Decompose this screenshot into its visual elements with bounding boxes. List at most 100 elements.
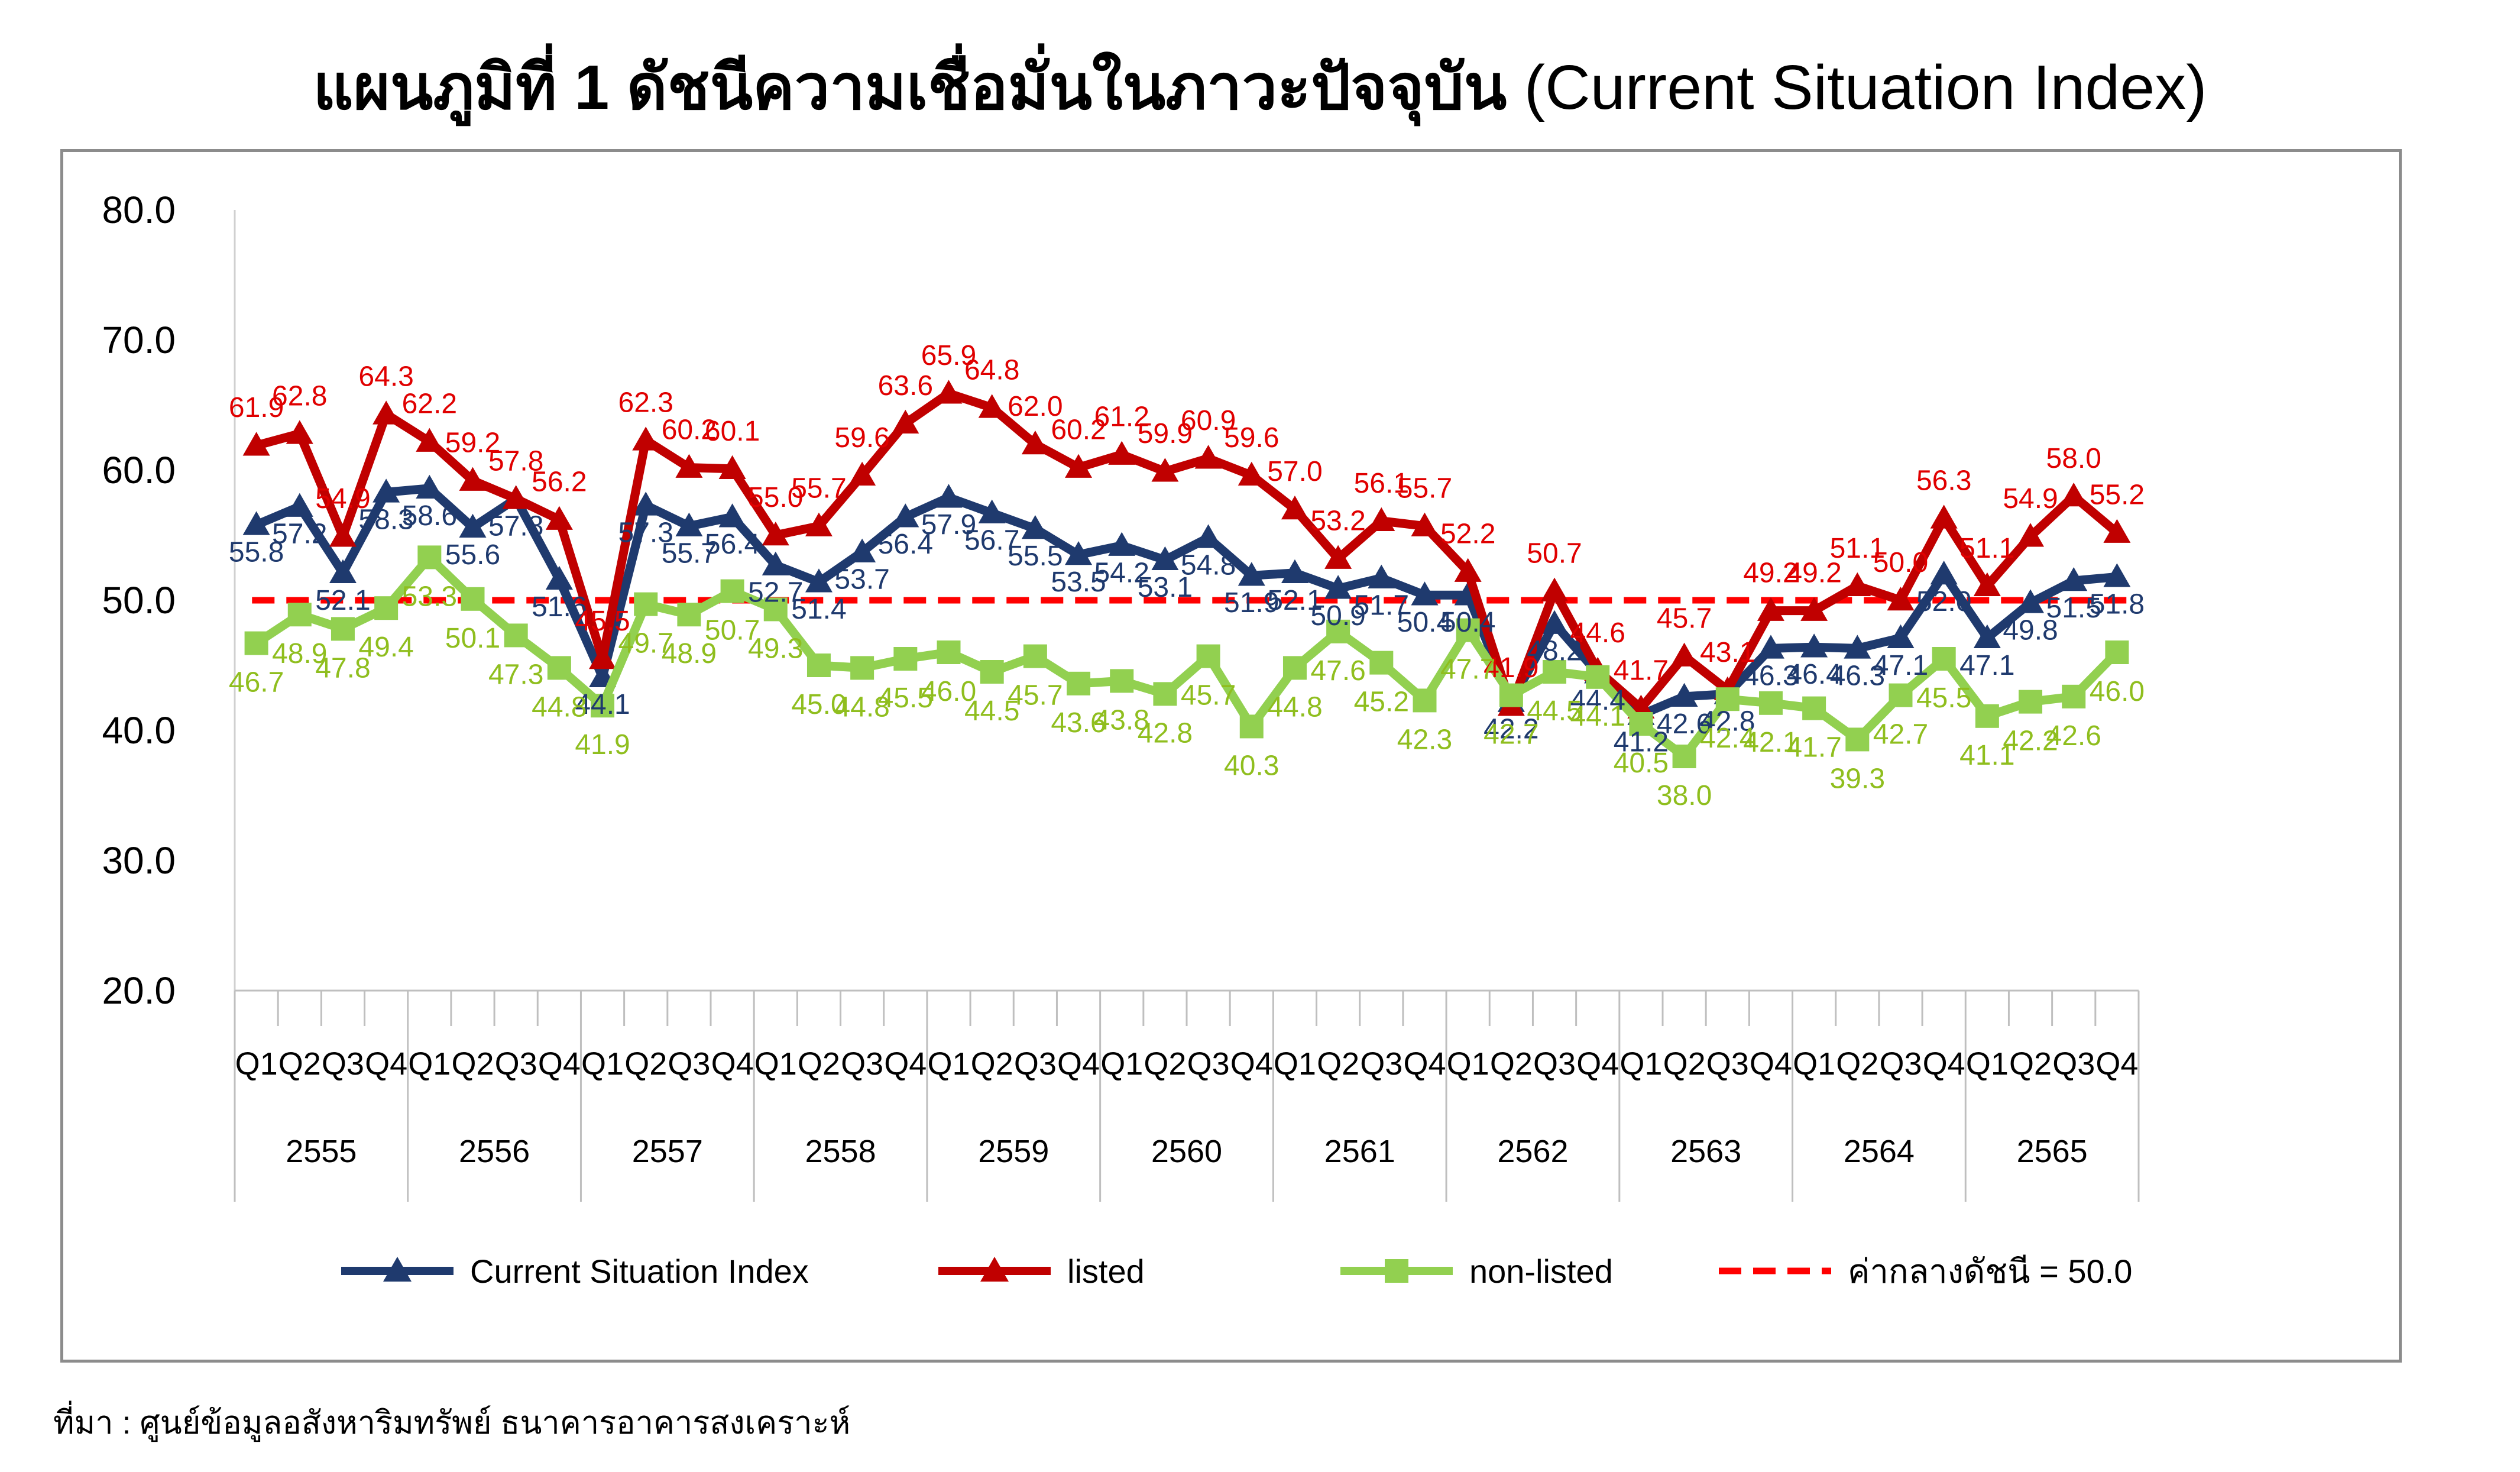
data-label: 46.0 [921,676,976,707]
data-label: 45.7 [1657,603,1712,635]
y-tick-label: 70.0 [102,319,176,361]
x-tick-label-quarter: Q3 [1879,1046,1922,1082]
series-marker [1800,597,1828,621]
data-label: 46.0 [2090,676,2145,707]
series-marker [417,545,442,570]
legend-label: Current Situation Index [470,1253,809,1290]
data-label: 51.4 [791,594,846,625]
series-marker [935,484,963,508]
series-marker [805,512,833,536]
x-tick-label-quarter: Q3 [2052,1046,2095,1082]
data-label: 53.5 [1051,567,1106,598]
data-label: 58.6 [402,500,457,532]
data-label: 45.2 [1354,687,1409,718]
data-label: 43.1 [1700,637,1755,668]
x-tick-label-quarter: Q2 [624,1046,667,1082]
data-label: 44.8 [834,691,889,723]
data-label: 60.2 [1051,415,1106,446]
series-marker [1586,665,1610,689]
data-label: 54.9 [315,483,370,515]
data-label: 42.8 [1138,717,1193,749]
series-marker [1021,431,1049,455]
series-marker [1844,572,1871,597]
data-label: 62.3 [618,387,673,418]
series-marker [1065,541,1093,565]
series-marker [892,409,919,434]
data-label: 57.9 [921,509,976,541]
series-marker [242,511,270,535]
x-tick-label-quarter: Q4 [1750,1046,1792,1082]
series-marker [1973,572,2001,597]
series-marker [2017,589,2045,613]
data-label: 44.1 [575,689,630,720]
data-label: 50.7 [1527,538,1582,570]
data-label: 60.1 [705,416,760,447]
data-label: 46.3 [1743,660,1798,691]
x-tick-label-quarter: Q4 [1057,1046,1100,1082]
data-label: 42.4 [1700,723,1755,754]
x-tick-label-quarter: Q2 [1663,1046,1706,1082]
x-tick-label-quarter: Q3 [668,1046,710,1082]
data-label: 59.9 [1138,418,1193,449]
data-label: 59.2 [445,428,500,459]
data-label: 50.7 [705,615,760,646]
data-label: 55.7 [662,538,717,570]
data-label: 49.8 [2003,614,2058,646]
series-marker [373,400,400,425]
series-marker [1670,682,1698,707]
data-label: 42.6 [2046,720,2101,752]
series-marker [244,631,268,655]
x-tick-label-quarter: Q2 [1144,1046,1186,1082]
series-marker [1065,454,1093,478]
series-marker [978,394,1006,418]
data-label: 50.4 [1397,607,1452,638]
data-label: 52.2 [1440,519,1495,550]
x-tick-label-year: 2562 [1497,1134,1568,1169]
series-marker [286,493,313,517]
series-marker [1845,727,1870,752]
title-thai: แผนภูมิที่ 1 ดัชนีความเชื่อมั่นในภาวะปัจ… [313,53,1507,122]
x-tick-label-quarter: Q4 [1230,1046,1273,1082]
y-tick-label: 50.0 [102,579,176,622]
x-tick-label-year: 2559 [978,1134,1049,1169]
series-marker [329,559,357,584]
data-label: 41.1 [1959,740,2014,771]
data-label: 57.3 [618,517,673,548]
series-marker [1499,683,1523,707]
x-tick-label-quarter: Q4 [365,1046,407,1082]
x-tick-label-quarter: Q2 [971,1046,1013,1082]
data-label: 44.5 [1527,695,1582,727]
legend-label-reference: ค่ากลางดัชนี = 50.0 [1848,1253,2132,1290]
data-label: 51.7 [1354,590,1409,622]
series-marker [287,603,312,627]
data-label: 46.7 [229,667,284,698]
data-label: 43.8 [1094,704,1149,736]
x-tick-label-year: 2561 [1324,1134,1395,1169]
data-label: 47.8 [315,652,370,684]
series-marker [329,523,357,547]
series-marker [2062,684,2086,708]
data-label: 53.7 [834,564,889,596]
series-marker [850,656,874,680]
series-marker [1757,597,1784,621]
data-label: 51.9 [1224,587,1279,619]
series-marker [1194,445,1222,469]
series-marker [1802,696,1826,720]
series-marker [545,565,573,590]
data-label: 55.5 [1008,541,1063,572]
x-tick-label-quarter: Q2 [1317,1046,1359,1082]
series-marker [459,467,487,491]
x-tick-label-quarter: Q1 [408,1046,451,1082]
data-label: 53.1 [1138,572,1193,603]
data-label: 42.7 [1484,719,1538,750]
series-marker [1194,524,1222,548]
data-label: 58.3 [358,504,413,535]
x-tick-label-quarter: Q3 [1533,1046,1576,1082]
series-marker [1800,633,1828,658]
data-label: 49.2 [1786,558,1841,589]
series-marker [892,503,919,528]
x-tick-label-year: 2555 [286,1134,357,1169]
series-marker [1541,577,1569,601]
series-lines [242,380,2131,768]
series-marker [2017,523,2045,547]
